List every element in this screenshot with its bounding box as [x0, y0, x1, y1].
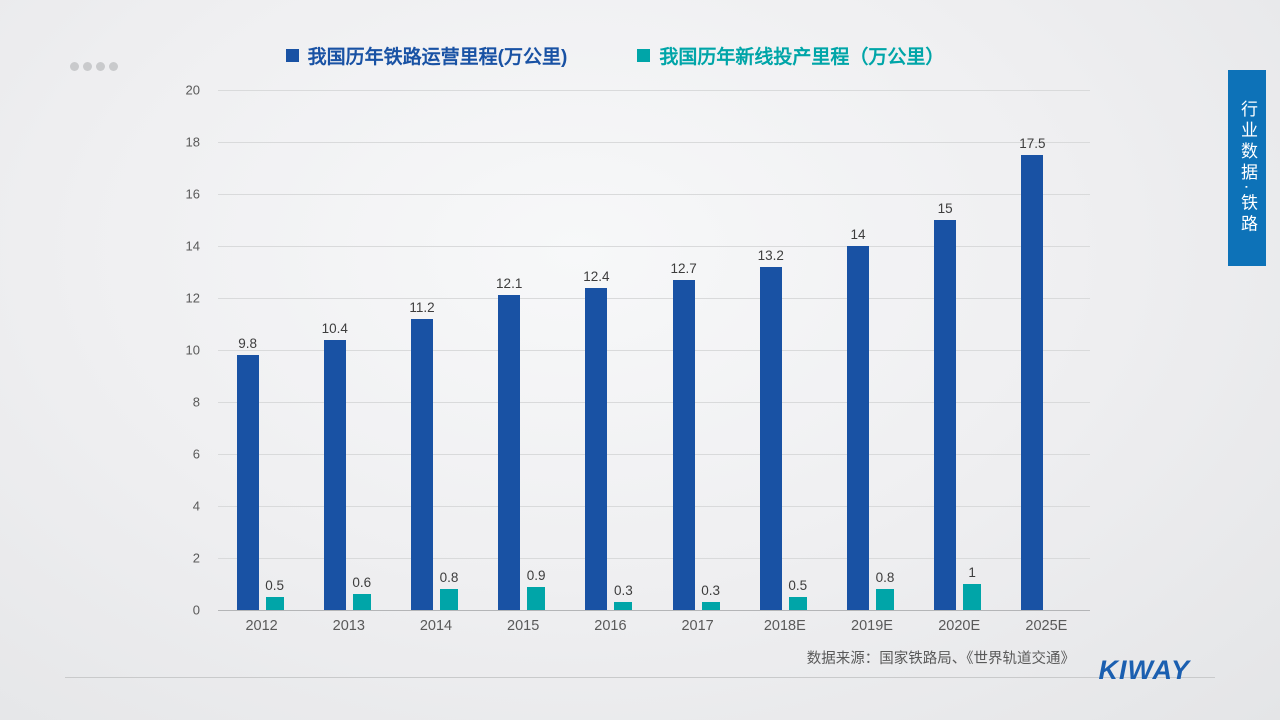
bar-value-label: 0.5 — [265, 578, 284, 593]
bar-value-label: 10.4 — [321, 320, 348, 336]
pagination-dots — [70, 62, 118, 71]
bar-new-line-mileage — [440, 589, 458, 610]
bar-value-label: 1 — [968, 565, 976, 580]
x-axis-category-label: 2018E — [763, 618, 806, 634]
bar-new-line-mileage — [788, 597, 807, 610]
bar-operating-mileage — [411, 318, 433, 610]
bar-value-label: 0.3 — [614, 583, 633, 599]
y-axis-tick-label: 6 — [192, 446, 200, 462]
x-axis-category-label: 2017 — [681, 618, 714, 634]
gridline — [218, 246, 1090, 247]
bar-value-label: 12.1 — [496, 276, 523, 292]
bar-value-label: 0.8 — [439, 570, 459, 586]
legend-label-new-line-mileage: 我国历年新线投产里程（万公里） — [659, 47, 945, 68]
bar-value-label: 13.2 — [757, 247, 784, 263]
y-axis-tick-label: 18 — [185, 134, 200, 150]
legend-item-new-line-mileage: 我国历年新线投产里程（万公里） — [637, 42, 944, 69]
bar-operating-mileage — [759, 266, 782, 610]
y-axis-tick-label: 0 — [192, 602, 200, 618]
y-axis: 0 2 4 6 8 10 12 14 16 18 20 — [150, 83, 208, 618]
bar-value-label: 9.8 — [238, 336, 257, 352]
x-axis-category-label: 2013 — [332, 618, 365, 634]
y-axis-tick-label: 8 — [192, 394, 200, 410]
data-source-text: 数据来源：国家铁路局、《世界轨道交通》 — [806, 651, 1075, 667]
bar-new-line-mileage — [963, 584, 982, 610]
bar-value-label: 0.5 — [788, 578, 808, 593]
bar-new-line-mileage — [876, 589, 894, 610]
bar-new-line-mileage — [352, 594, 371, 610]
y-axis-tick-label: 4 — [192, 498, 200, 514]
gridline — [218, 402, 1090, 403]
gridline — [218, 558, 1090, 559]
bar-new-line-mileage — [527, 586, 546, 610]
bar-operating-mileage — [847, 246, 869, 610]
gridline — [218, 506, 1090, 507]
bar-value-label: 17.5 — [1019, 136, 1046, 151]
bar-value-label: 0.8 — [875, 570, 895, 586]
side-tab-industry-data-railway: 行业数据·铁路 — [1228, 70, 1266, 266]
bar-value-label: 0.3 — [701, 583, 720, 599]
y-axis-tick-label: 16 — [185, 186, 200, 202]
plot-area: 9.8 0.5 10.4 0.6 11.2 0.8 12.1 0.9 12.4 0.3 12.7 0.… — [218, 90, 1090, 611]
legend-square-icon — [637, 49, 651, 62]
x-axis-baseline — [218, 610, 1090, 611]
y-axis-tick-label: 14 — [185, 238, 200, 254]
chart-legend: 我国历年铁路运营里程(万公里) 我国历年新线投产里程（万公里） — [0, 42, 1230, 69]
footer-divider — [65, 677, 1215, 678]
pagination-dot — [83, 62, 92, 71]
bar-operating-mileage — [323, 339, 346, 610]
bar-value-label: 14 — [850, 227, 866, 242]
gridline — [218, 194, 1090, 195]
bar-operating-mileage — [672, 279, 695, 610]
bar-operating-mileage — [236, 355, 259, 610]
kiway-logo: KIWAY — [1098, 655, 1190, 685]
bar-value-label: 15 — [937, 201, 953, 216]
x-axis-category-label: 2020E — [938, 618, 981, 634]
legend-square-icon — [285, 49, 299, 62]
pagination-dot — [96, 62, 105, 71]
y-axis-tick-label: 10 — [185, 342, 200, 358]
x-axis-category-label: 2016 — [594, 618, 627, 634]
bar-value-label: 0.6 — [352, 575, 372, 591]
gridline — [218, 142, 1090, 143]
y-axis-tick-label: 12 — [185, 290, 200, 306]
gridline — [218, 350, 1090, 351]
pagination-dot — [109, 62, 118, 71]
bar-value-label: 12.4 — [583, 268, 610, 284]
bar-operating-mileage — [498, 295, 521, 610]
y-axis-tick-label: 20 — [185, 82, 200, 98]
bar-new-line-mileage — [701, 602, 720, 610]
x-axis-category-label: 2015 — [507, 618, 540, 634]
x-axis-category-label: 2014 — [419, 618, 453, 634]
bar-new-line-mileage — [614, 602, 633, 610]
legend-item-operating-mileage: 我国历年铁路运营里程(万公里) — [285, 42, 568, 69]
x-axis: 2012 2013 2014 2015 2016 2017 2018E 2019E 2020E 2… — [218, 618, 1090, 638]
gridline — [218, 90, 1090, 91]
x-axis-category-label: 2012 — [245, 618, 278, 634]
bar-operating-mileage — [934, 220, 957, 610]
gridline — [218, 454, 1090, 455]
x-axis-category-label: 2019E — [851, 618, 893, 634]
bar-value-label: 11.2 — [409, 299, 435, 315]
legend-label-operating-mileage: 我国历年铁路运营里程(万公里) — [307, 47, 568, 68]
bar-value-label: 0.9 — [526, 567, 546, 583]
bar-operating-mileage — [585, 287, 608, 610]
pagination-dot — [70, 62, 79, 71]
x-axis-category-label: 2025E — [1025, 618, 1068, 634]
bar-value-label: 12.7 — [670, 260, 697, 276]
bar-new-line-mileage — [265, 597, 284, 610]
y-axis-tick-label: 2 — [192, 550, 200, 566]
gridline — [218, 298, 1090, 299]
bar-operating-mileage — [1021, 155, 1044, 610]
